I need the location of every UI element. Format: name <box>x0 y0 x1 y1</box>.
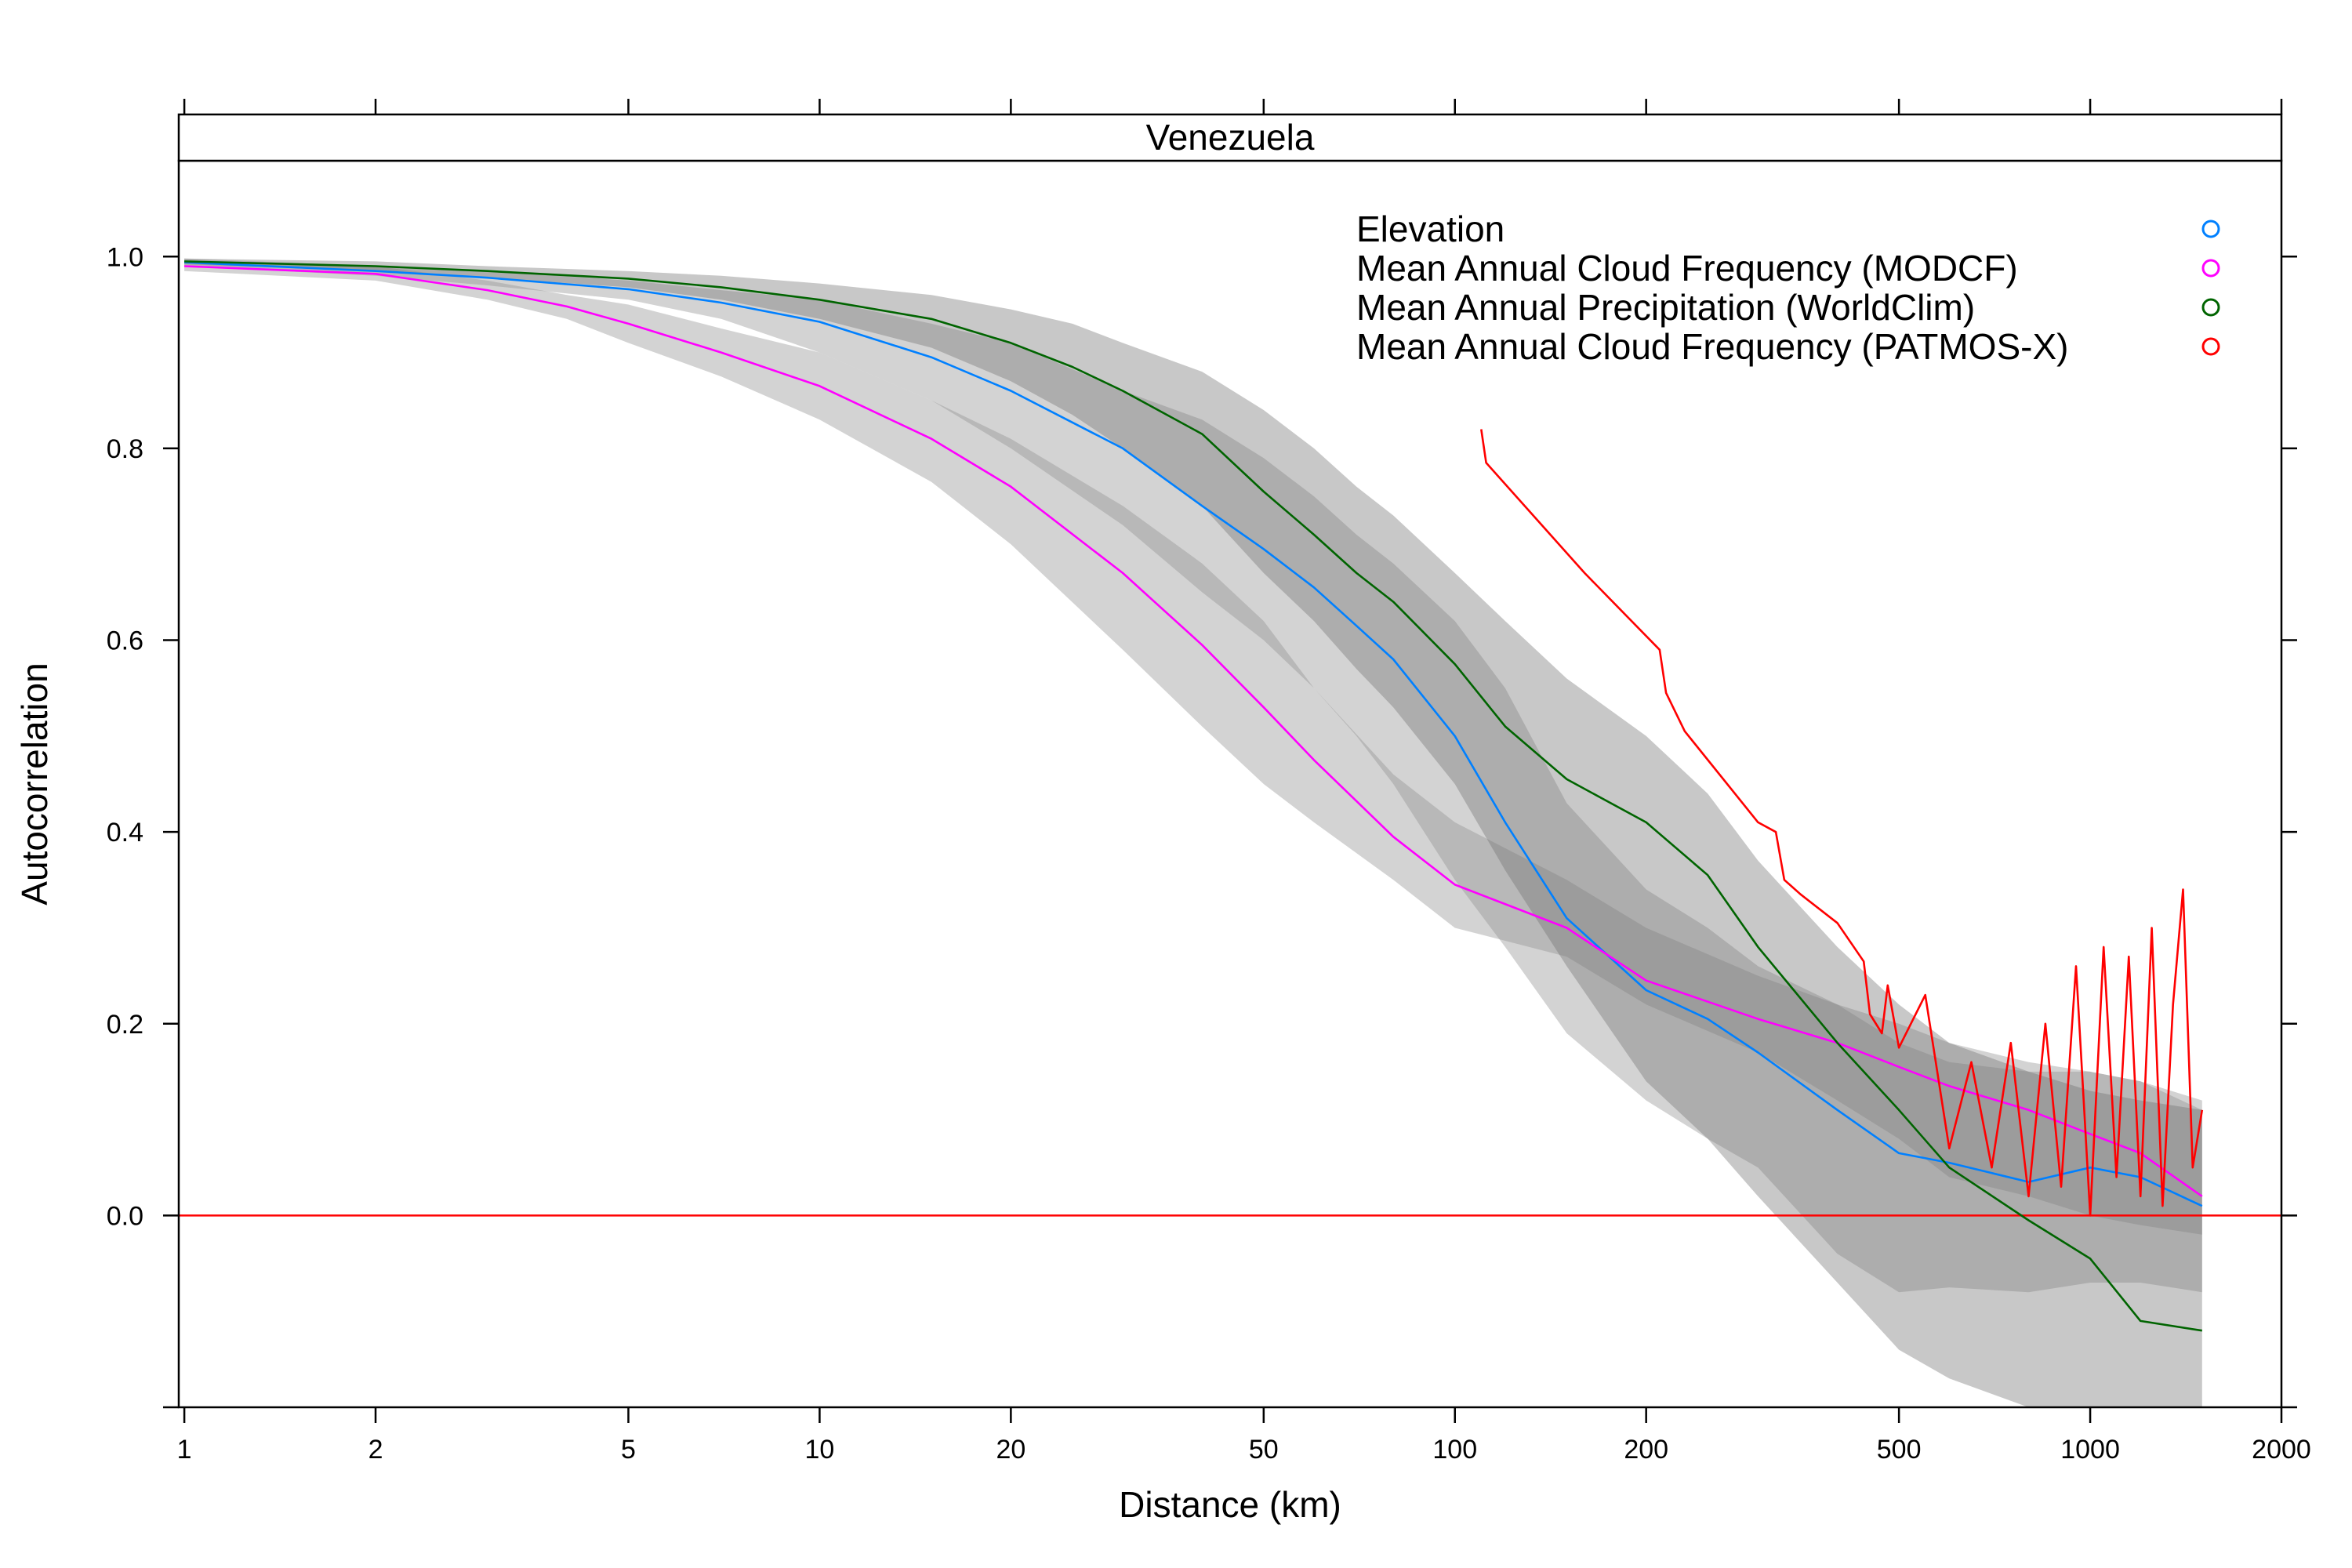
legend-marker-1 <box>2201 259 2220 278</box>
x-tick-label: 1 <box>177 1435 192 1465</box>
legend-marker-2 <box>2201 298 2220 317</box>
x-tick-label: 20 <box>996 1435 1025 1465</box>
series-lines <box>179 260 2281 1332</box>
series-line-2 <box>184 260 2203 1332</box>
confidence-bands <box>184 258 2202 1407</box>
x-tick-label: 10 <box>805 1435 835 1465</box>
x-tick-label: 1000 <box>2060 1435 2120 1465</box>
legend-marker-3 <box>2201 337 2220 356</box>
legend-label-1: Mean Annual Cloud Frequency (MODCF) <box>1356 248 2018 289</box>
confidence-band-0 <box>184 258 2202 1293</box>
x-tick-label: 500 <box>1877 1435 1922 1465</box>
y-tick-label: 1.0 <box>107 242 143 272</box>
x-axis: 1 2 5 10 20 50 100 200 500 1000 2000 <box>177 99 2311 1465</box>
legend-label-2: Mean Annual Precipitation (WorldClim) <box>1356 287 1975 328</box>
confidence-band-2 <box>184 258 2202 1407</box>
y-tick-label: 0.8 <box>107 434 143 464</box>
y-axis-title: Autocorrelation <box>14 662 55 905</box>
series-line-0 <box>184 261 2203 1207</box>
panel-title: Venezuela <box>1146 117 1315 158</box>
y-tick-label: 0.6 <box>107 626 143 656</box>
y-tick-label: 0.2 <box>107 1010 143 1040</box>
x-tick-label: 100 <box>1432 1435 1477 1465</box>
x-axis-title: Distance (km) <box>1119 1484 1341 1525</box>
x-tick-label: 2000 <box>2252 1435 2311 1465</box>
y-tick-label: 0.4 <box>107 818 143 848</box>
x-tick-label: 50 <box>1249 1435 1279 1465</box>
x-tick-label: 200 <box>1624 1435 1668 1465</box>
x-tick-label: 5 <box>621 1435 636 1465</box>
y-tick-label: 0.0 <box>107 1201 143 1231</box>
panel-strip <box>177 113 2283 162</box>
x-tick-label: 2 <box>368 1435 383 1465</box>
y-axis: 0.0 0.2 0.4 0.6 0.8 1.0 <box>107 242 2297 1409</box>
plot-frame <box>177 113 2283 1409</box>
legend-marker-0 <box>2201 220 2220 238</box>
legend-label-0: Elevation <box>1356 209 1504 249</box>
confidence-band-1 <box>184 261 2202 1235</box>
series-line-3 <box>1480 429 2204 1217</box>
series-line-1 <box>184 265 2203 1197</box>
legend-label-3: Mean Annual Cloud Frequency (PATMOS-X) <box>1356 326 2068 367</box>
